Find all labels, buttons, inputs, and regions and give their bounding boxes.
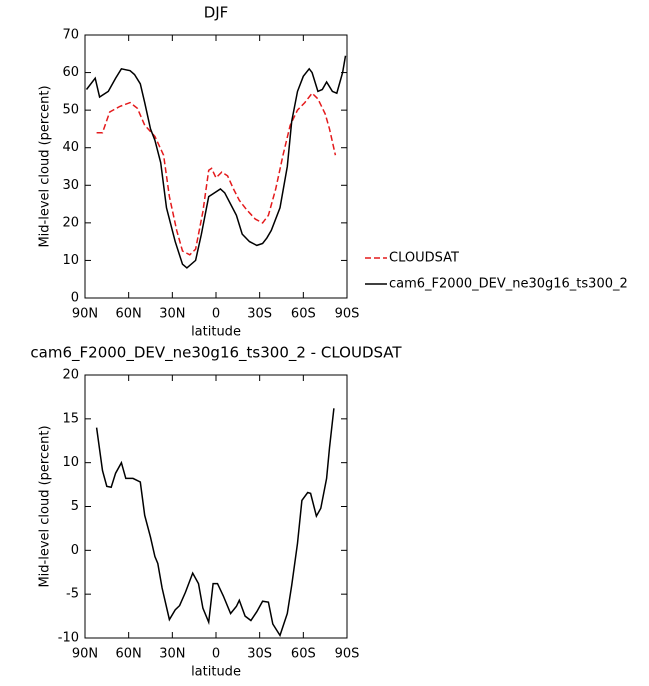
x-axis-label: latitude [191, 665, 241, 680]
y-tick-label: 10 [62, 455, 79, 470]
y-tick-label: 30 [62, 178, 79, 193]
y-tick-label: -5 [66, 587, 79, 602]
y-tick-label: 50 [62, 103, 79, 118]
x-tick-label: 0 [212, 647, 220, 662]
x-tick-label: 30S [247, 647, 272, 662]
x-tick-label: 60N [116, 647, 142, 662]
y-tick-label: 70 [62, 28, 79, 43]
x-tick-label: 90S [335, 307, 360, 322]
y-tick-label: 15 [62, 411, 79, 426]
y-tick-label: 10 [62, 253, 79, 268]
chart-title: DJF [204, 4, 229, 22]
y-tick-label: 5 [71, 499, 79, 514]
y-tick-label: 20 [62, 215, 79, 230]
x-tick-label: 0 [212, 307, 220, 322]
legend-label: CLOUDSAT [389, 251, 459, 266]
y-tick-label: 0 [71, 543, 79, 558]
data-line [95, 408, 335, 638]
y-tick-label: 60 [62, 65, 79, 80]
x-tick-label: 90N [72, 307, 98, 322]
data-line [96, 92, 337, 256]
y-axis-label: Mid-level cloud (percent) [38, 425, 53, 587]
x-tick-label: 30N [159, 307, 185, 322]
x-tick-label: 30N [159, 647, 185, 662]
x-tick-label: 90S [335, 647, 360, 662]
x-tick-label: 90N [72, 647, 98, 662]
chart-title: cam6_F2000_DEV_ne30g16_ts300_2 - CLOUDSA… [30, 344, 402, 363]
x-tick-label: 60S [291, 647, 316, 662]
y-tick-label: 0 [71, 291, 79, 306]
y-axis-label: Mid-level cloud (percent) [38, 85, 53, 247]
legend-label: cam6_F2000_DEV_ne30g16_ts300_2 [389, 277, 628, 292]
plot-frame [84, 374, 348, 639]
x-tick-label: 30S [247, 307, 272, 322]
x-axis-label: latitude [191, 325, 241, 340]
x-tick-label: 60N [116, 307, 142, 322]
data-line [85, 55, 347, 269]
x-tick-label: 60S [291, 307, 316, 322]
y-tick-label: 40 [62, 140, 79, 155]
y-tick-label: -10 [58, 631, 79, 646]
plot-frame [84, 34, 348, 299]
y-tick-label: 20 [62, 368, 79, 383]
